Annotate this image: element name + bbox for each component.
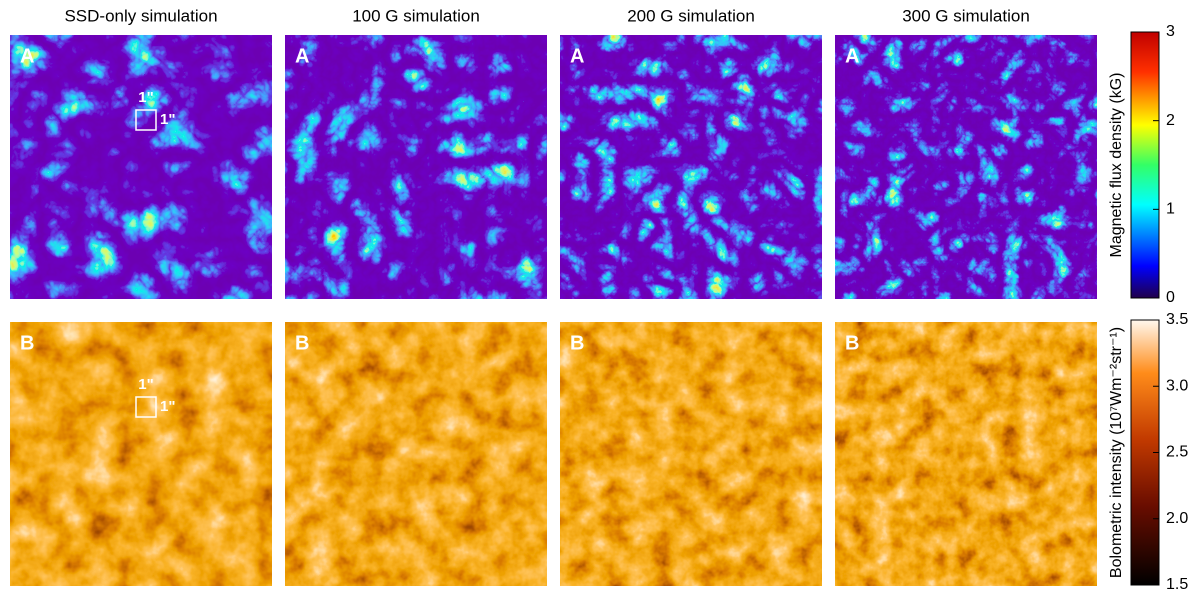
scale-label: 1" xyxy=(160,398,175,415)
colorbar-tick-label: 1.5 xyxy=(1166,576,1188,593)
colorbar-tick-label: 1 xyxy=(1166,201,1175,218)
simulation-image xyxy=(285,322,547,586)
panel-label: A xyxy=(20,45,34,67)
panel-label: A xyxy=(295,45,309,67)
panel-label: B xyxy=(295,332,309,354)
panel-label: A xyxy=(845,45,859,67)
column-title: SSD-only simulation xyxy=(64,6,217,25)
figure: A 1" 1" A A A B 1" 1" B B B SSD-only simulation 100 G… xyxy=(0,0,1202,606)
scale-label: 1" xyxy=(138,376,153,393)
column-title: 300 G simulation xyxy=(902,6,1030,25)
panel-label: B xyxy=(845,332,859,354)
simulation-image xyxy=(10,322,272,586)
colorbar-label: Bolometric intensity (10⁷Wm⁻²str⁻¹) xyxy=(1108,327,1125,578)
simulation-image xyxy=(835,322,1097,586)
simulation-image xyxy=(10,35,272,299)
column-title: 200 G simulation xyxy=(627,6,755,25)
colorbar-tick-label: 3 xyxy=(1166,23,1175,40)
scale-label: 1" xyxy=(160,111,175,128)
colorbar-tick-label: 3.5 xyxy=(1166,311,1188,328)
panel-label: A xyxy=(570,45,584,67)
column-title: 100 G simulation xyxy=(352,6,480,25)
scale-label: 1" xyxy=(138,89,153,106)
simulation-image xyxy=(285,35,547,299)
colorbar-tick-label: 2 xyxy=(1166,112,1175,129)
panel-label: B xyxy=(570,332,584,354)
colorbar xyxy=(1131,32,1159,298)
simulation-image xyxy=(560,35,822,299)
simulation-image xyxy=(560,322,822,586)
panel-label: B xyxy=(20,332,34,354)
colorbar-tick-label: 2.5 xyxy=(1166,444,1188,461)
colorbar-label: Magnetic flux density (kG) xyxy=(1108,73,1125,258)
colorbar-tick-label: 3.0 xyxy=(1166,377,1188,394)
colorbar-tick-label: 0 xyxy=(1166,289,1175,306)
colorbar-tick-label: 2.0 xyxy=(1166,510,1188,527)
simulation-image xyxy=(835,35,1097,299)
